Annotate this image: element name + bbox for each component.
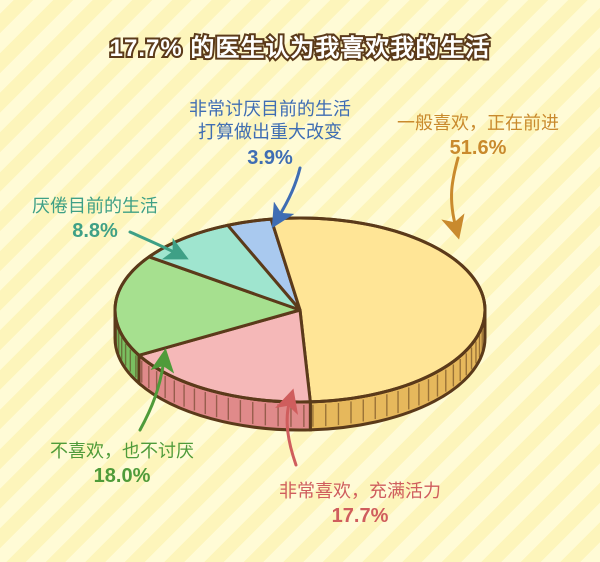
label-very_like: 非常喜欢，充满活力17.7% <box>279 480 441 529</box>
label-percent: 51.6% <box>397 135 559 161</box>
label-neutral: 不喜欢，也不讨厌18.0% <box>50 440 194 489</box>
label-percent: 18.0% <box>50 463 194 489</box>
label-percent: 17.7% <box>279 503 441 529</box>
label-text: 非常讨厌目前的生活 <box>189 98 351 121</box>
label-somewhat_like: 一般喜欢，正在前进51.6% <box>397 112 559 161</box>
label-text: 非常喜欢，充满活力 <box>279 480 441 503</box>
label-text: 不喜欢，也不讨厌 <box>50 440 194 463</box>
label-text: 打算做出重大改变 <box>189 121 351 144</box>
label-percent: 8.8% <box>32 218 158 244</box>
arrow-very_dislike <box>278 168 300 218</box>
infographic-stage: 17.7% 的医生认为我喜欢我的生活 非常讨厌目前的生活打算做出重大改变3.9%… <box>0 0 600 562</box>
label-percent: 3.9% <box>189 145 351 171</box>
arrow-somewhat_like <box>452 158 458 228</box>
label-very_dislike: 非常讨厌目前的生活打算做出重大改变3.9% <box>189 98 351 171</box>
label-text: 一般喜欢，正在前进 <box>397 112 559 135</box>
label-text: 厌倦目前的生活 <box>32 195 158 218</box>
pie-top <box>115 218 485 402</box>
label-tired: 厌倦目前的生活8.8% <box>32 195 158 244</box>
